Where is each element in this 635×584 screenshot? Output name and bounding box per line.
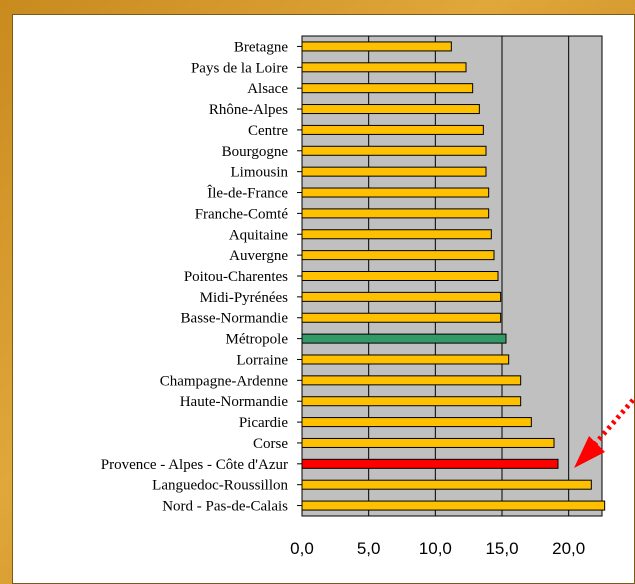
bar	[301, 124, 484, 135]
bar	[301, 354, 510, 365]
category-label: Languedoc-Roussillon	[152, 478, 288, 494]
category-label: Champagne-Ardenne	[160, 373, 289, 389]
x-tick-label: 5,0	[357, 539, 381, 558]
category-label: Lorraine	[236, 352, 288, 368]
bar	[301, 396, 522, 407]
bar	[301, 187, 490, 198]
category-label: Limousin	[230, 165, 288, 181]
bar	[301, 417, 532, 428]
bar	[301, 250, 495, 261]
category-label: Basse-Normandie	[181, 311, 289, 327]
category-label: Aquitaine	[229, 227, 288, 243]
category-label: Bourgogne	[222, 144, 289, 160]
bar	[301, 437, 555, 448]
category-label: Poitou-Charentes	[184, 269, 288, 285]
category-label: Picardie	[239, 415, 288, 431]
category-label: Provence - Alpes - Côte d'Azur	[101, 457, 288, 473]
category-label: Auvergne	[229, 248, 288, 264]
bar	[301, 458, 559, 469]
bar	[301, 62, 467, 73]
category-label: Île-de-France	[207, 185, 288, 202]
bar	[301, 208, 490, 219]
x-tick-label: 0,0	[290, 539, 314, 558]
x-tick-label: 20,0	[552, 539, 585, 558]
category-label: Corse	[253, 436, 288, 452]
bar	[301, 166, 487, 177]
bar	[301, 479, 592, 490]
category-label: Alsace	[247, 81, 288, 97]
bar	[301, 333, 507, 344]
x-tick-label: 15,0	[485, 539, 518, 558]
bar	[301, 83, 474, 94]
bar	[301, 291, 502, 302]
category-label: Centre	[248, 123, 288, 139]
category-label: Rhône-Alpes	[209, 102, 288, 118]
category-label: Pays de la Loire	[191, 60, 288, 76]
bar	[301, 145, 487, 156]
annotation-arrow-head	[574, 436, 605, 468]
category-label: Haute-Normandie	[180, 394, 289, 410]
category-label: Bretagne	[234, 39, 288, 55]
bar	[301, 312, 502, 323]
bar	[301, 500, 606, 511]
bar	[301, 375, 522, 386]
bar	[301, 41, 452, 52]
category-label: Franche-Comté	[195, 206, 289, 222]
bar	[301, 229, 492, 240]
bar	[301, 104, 480, 115]
category-label: Nord - Pas-de-Calais	[162, 499, 288, 515]
annotation-arrow-shaft	[593, 398, 635, 446]
category-label: Métropole	[226, 332, 289, 348]
category-label: Midi-Pyrénées	[200, 290, 288, 306]
bar	[301, 271, 499, 281]
x-tick-label: 10,0	[419, 539, 452, 558]
